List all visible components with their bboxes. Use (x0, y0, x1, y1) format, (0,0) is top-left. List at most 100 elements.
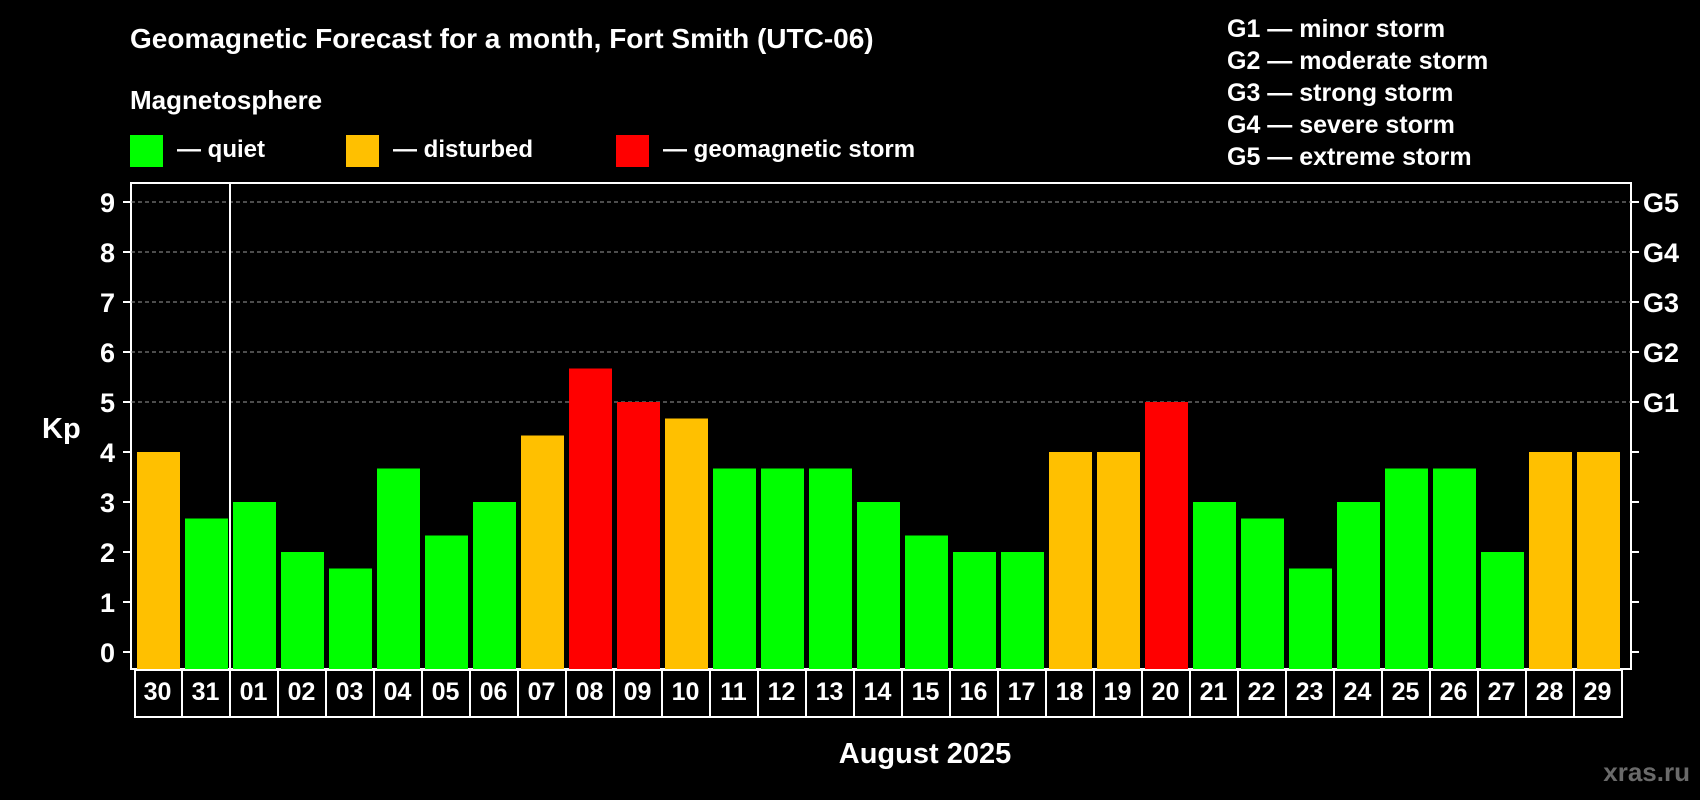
right-tick-label-g4: G4 (1643, 238, 1679, 268)
date-cell-frame (134, 669, 1623, 718)
legend-swatch-storm (616, 135, 649, 167)
y-tick-label: 2 (100, 538, 115, 568)
storm-scale-g4: G4 — severe storm (1227, 111, 1455, 139)
bar-26 (1433, 468, 1476, 669)
x-tick-label: 15 (912, 678, 940, 706)
x-tick-label: 27 (1488, 678, 1516, 706)
x-tick-label: 23 (1296, 678, 1324, 706)
x-tick-label: 05 (432, 678, 460, 706)
x-tick-label: 10 (672, 678, 700, 706)
storm-scale-legend: G1 — minor storm G2 — moderate storm G3 … (1227, 15, 1488, 171)
y-tick-label: 1 (100, 588, 115, 618)
y-tick-label: 4 (100, 438, 115, 468)
legend-label-storm: — geomagnetic storm (663, 136, 915, 163)
right-tick-label-g1: G1 (1643, 388, 1679, 418)
bar-30 (137, 452, 180, 669)
bar-22 (1241, 518, 1284, 669)
bar-07 (521, 435, 564, 669)
bar-06 (473, 502, 516, 669)
legend-title: Magnetosphere (130, 85, 322, 115)
x-tick-label: 07 (528, 678, 556, 706)
bar-25 (1385, 468, 1428, 669)
grid-lines (131, 183, 1631, 669)
x-tick-label: 24 (1344, 678, 1372, 706)
x-axis-label: August 2025 (839, 738, 1011, 770)
right-tick-label-g2: G2 (1643, 338, 1679, 368)
right-tick-label-g3: G3 (1643, 288, 1679, 318)
x-tick-label: 31 (192, 678, 220, 706)
bar-03 (329, 568, 372, 669)
bar-19 (1097, 452, 1140, 669)
x-tick-label: 30 (144, 678, 172, 706)
legend-swatch-quiet (130, 135, 163, 167)
x-tick-label: 17 (1008, 678, 1036, 706)
y-tick-label: 3 (100, 488, 115, 518)
x-tick-label: 04 (384, 678, 412, 706)
bar-21 (1193, 502, 1236, 669)
legend-label-quiet: — quiet (177, 136, 265, 163)
x-tick-label: 01 (240, 678, 268, 706)
storm-scale-g3: G3 — strong storm (1227, 79, 1453, 107)
bar-24 (1337, 502, 1380, 669)
x-tick-label: 22 (1248, 678, 1276, 706)
x-tick-label: 12 (768, 678, 796, 706)
storm-scale-g2: G2 — moderate storm (1227, 47, 1488, 75)
bar-17 (1001, 552, 1044, 669)
bar-11 (713, 468, 756, 669)
bar-27 (1481, 552, 1524, 669)
x-tick-label: 03 (336, 678, 364, 706)
bar-08 (569, 368, 612, 669)
x-tick-label: 06 (480, 678, 508, 706)
x-tick-label: 14 (864, 678, 892, 706)
x-tick-label: 18 (1056, 678, 1084, 706)
x-tick-label: 11 (720, 678, 747, 706)
x-tick-label: 26 (1440, 678, 1468, 706)
bar-23 (1289, 568, 1332, 669)
bar-14 (857, 502, 900, 669)
bar-20 (1145, 402, 1188, 669)
bar-05 (425, 535, 468, 669)
storm-scale-g1: G1 — minor storm (1227, 15, 1445, 43)
y-tick-label: 0 (100, 638, 115, 668)
bar-series (137, 368, 1620, 669)
x-tick-label: 02 (288, 678, 316, 706)
bar-31 (185, 518, 228, 669)
x-tick-label: 28 (1536, 678, 1564, 706)
legend-label-disturbed: — disturbed (393, 136, 533, 163)
y-axis-label: Kp (42, 413, 81, 445)
y-tick-label: 5 (100, 388, 115, 418)
bar-10 (665, 418, 708, 669)
x-axis-date-cells: 30 31 01 02 03 04 05 06 07 08 09 10 11 12 13 14 15 16 17 18… (134, 669, 1623, 718)
x-tick-label: 08 (576, 678, 604, 706)
x-tick-label: 13 (816, 678, 844, 706)
bar-01 (233, 502, 276, 669)
bar-02 (281, 552, 324, 669)
x-tick-label: 20 (1152, 678, 1180, 706)
bar-18 (1049, 452, 1092, 669)
y-tick-label: 7 (100, 288, 115, 318)
bar-04 (377, 468, 420, 669)
x-tick-label: 16 (960, 678, 988, 706)
x-tick-label: 09 (624, 678, 652, 706)
y-tick-label: 8 (100, 238, 115, 268)
x-tick-label: 25 (1392, 678, 1420, 706)
y-tick-label: 9 (100, 188, 115, 218)
y-axis: 0 1 2 3 4 5 6 7 8 9 (100, 188, 131, 668)
right-tick-label-g5: G5 (1643, 188, 1679, 218)
bar-16 (953, 552, 996, 669)
bar-13 (809, 468, 852, 669)
legend-swatch-disturbed (346, 135, 379, 167)
storm-scale-g5: G5 — extreme storm (1227, 143, 1472, 171)
x-tick-label: 29 (1584, 678, 1612, 706)
y-tick-label: 6 (100, 338, 115, 368)
bar-28 (1529, 452, 1572, 669)
bar-15 (905, 535, 948, 669)
right-axis: G1 G2 G3 G4 G5 (1631, 188, 1679, 653)
x-tick-label: 21 (1200, 678, 1228, 706)
x-tick-label: 19 (1104, 678, 1132, 706)
legend: — quiet — disturbed — geomagnetic storm (130, 135, 915, 167)
bar-29 (1577, 452, 1620, 669)
chart-title: Geomagnetic Forecast for a month, Fort S… (130, 23, 874, 54)
bar-12 (761, 468, 804, 669)
